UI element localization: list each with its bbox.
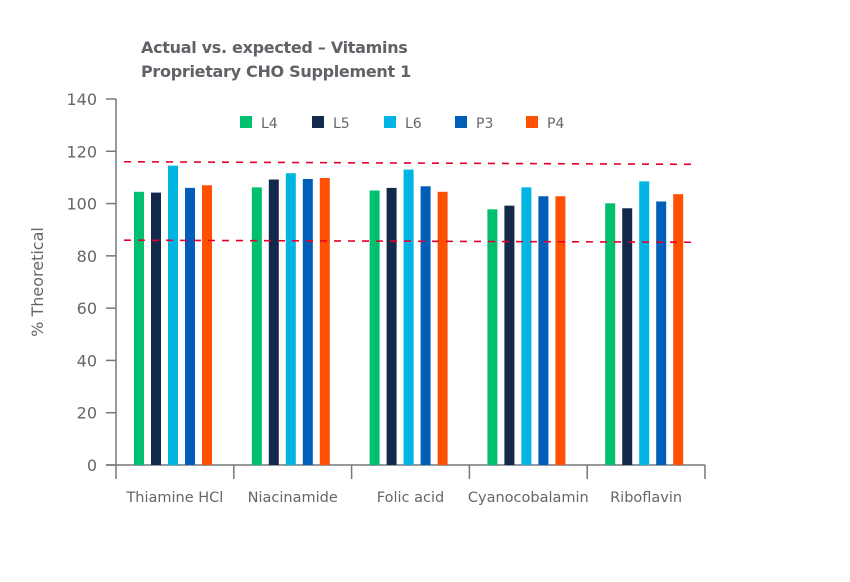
- legend-swatch-l5: [312, 116, 324, 128]
- bar-p4: [555, 196, 566, 465]
- y-axis-label: % Theoretical: [28, 227, 47, 337]
- bar-l6: [639, 181, 650, 465]
- bar-p4: [319, 177, 330, 466]
- legend-label-l5: L5: [333, 116, 350, 132]
- bar-p4: [202, 185, 212, 465]
- bar-l6: [521, 187, 532, 465]
- bar-l4: [134, 191, 144, 466]
- x-tick-label: Folic acid: [377, 490, 444, 506]
- legend-label-l6: L6: [405, 116, 422, 132]
- bar-l4: [605, 203, 616, 465]
- bar-p3: [538, 196, 549, 465]
- bar-l6: [285, 173, 296, 465]
- bar-l6: [168, 165, 178, 465]
- lower-limit-line: [123, 239, 698, 244]
- bar-l5: [504, 205, 515, 466]
- bar-l4: [369, 190, 380, 465]
- bar-l5: [151, 192, 161, 465]
- x-tick-label: Thiamine HCl: [125, 490, 223, 506]
- legend-label-l4: L4: [261, 116, 278, 132]
- bar-l5: [268, 179, 279, 465]
- bar-l5: [622, 208, 633, 465]
- bar-l4: [251, 187, 262, 465]
- legend-label-p3: P3: [476, 116, 493, 132]
- bar-p4: [673, 194, 684, 465]
- x-tick-label: Niacinamide: [248, 490, 338, 506]
- legend-swatch-p4: [526, 116, 538, 128]
- y-tick-label: 120: [66, 142, 97, 161]
- bar-l6: [403, 169, 414, 466]
- bar-p3: [656, 201, 667, 466]
- y-tick-label: 60: [77, 299, 97, 318]
- upper-limit-line: [123, 160, 698, 166]
- bar-p3: [185, 187, 195, 465]
- y-tick-label: 20: [77, 404, 97, 423]
- legend-label-p4: P4: [547, 116, 564, 132]
- bar-p3: [302, 178, 313, 466]
- y-tick-label: 0: [87, 456, 97, 475]
- legend-swatch-p3: [455, 116, 467, 128]
- x-tick-label: Cyanocobalamin: [468, 490, 589, 506]
- legend-swatch-l6: [384, 116, 396, 128]
- x-tick-label: Riboflavin: [610, 490, 682, 506]
- bar-p4: [437, 191, 448, 466]
- chart-title: Actual vs. expected – Vitamins: [141, 38, 408, 57]
- bar-l5: [386, 187, 397, 465]
- y-tick-label: 100: [66, 195, 97, 214]
- legend-swatch-l4: [240, 116, 252, 128]
- chart-subtitle: Proprietary CHO Supplement 1: [141, 62, 411, 81]
- y-tick-label: 80: [77, 247, 97, 266]
- bar-p3: [420, 186, 431, 465]
- y-tick-label: 40: [77, 351, 97, 370]
- y-tick-label: 140: [66, 90, 97, 109]
- bar-l4: [487, 209, 498, 465]
